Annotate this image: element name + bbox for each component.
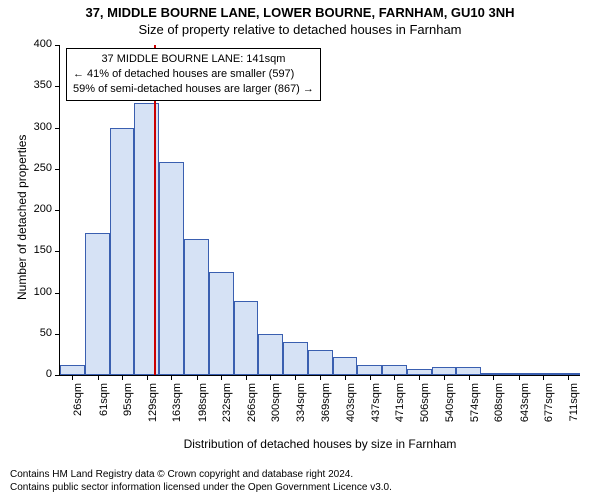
x-tick-label: 300sqm bbox=[270, 383, 282, 443]
x-tick-label: 711sqm bbox=[568, 383, 580, 443]
y-tick-mark bbox=[55, 375, 60, 376]
x-tick-label: 677sqm bbox=[543, 383, 555, 443]
x-tick-mark bbox=[568, 375, 569, 380]
title-main: 37, MIDDLE BOURNE LANE, LOWER BOURNE, FA… bbox=[0, 5, 600, 20]
x-tick-mark bbox=[469, 375, 470, 380]
x-tick-label: 163sqm bbox=[171, 383, 183, 443]
x-tick-label: 26sqm bbox=[72, 383, 84, 443]
x-axis-label: Distribution of detached houses by size … bbox=[60, 437, 580, 451]
x-tick-label: 334sqm bbox=[295, 383, 307, 443]
bar bbox=[60, 365, 85, 375]
bar bbox=[258, 334, 283, 375]
annotation-line-1: 37 MIDDLE BOURNE LANE: 141sqm bbox=[73, 52, 314, 67]
x-tick-mark bbox=[419, 375, 420, 380]
y-tick-label: 400 bbox=[12, 38, 52, 50]
y-tick-mark bbox=[55, 251, 60, 252]
x-tick-label: 574sqm bbox=[469, 383, 481, 443]
x-tick-mark bbox=[270, 375, 271, 380]
y-tick-mark bbox=[55, 334, 60, 335]
x-tick-mark bbox=[444, 375, 445, 380]
plot-area: 05010015020025030035040026sqm61sqm95sqm1… bbox=[60, 45, 580, 375]
footer-line-1: Contains HM Land Registry data © Crown c… bbox=[10, 468, 392, 481]
x-tick-mark bbox=[246, 375, 247, 380]
x-tick-label: 643sqm bbox=[519, 383, 531, 443]
bar bbox=[283, 342, 308, 375]
x-tick-label: 540sqm bbox=[444, 383, 456, 443]
bar bbox=[382, 365, 407, 375]
x-tick-mark bbox=[122, 375, 123, 380]
x-tick-label: 437sqm bbox=[370, 383, 382, 443]
x-tick-mark bbox=[370, 375, 371, 380]
x-tick-label: 129sqm bbox=[147, 383, 159, 443]
x-tick-mark bbox=[295, 375, 296, 380]
annotation-line-2: ← 41% of detached houses are smaller (59… bbox=[73, 67, 314, 82]
chart-container: 37, MIDDLE BOURNE LANE, LOWER BOURNE, FA… bbox=[0, 0, 600, 500]
y-tick-label: 50 bbox=[12, 327, 52, 339]
x-tick-label: 608sqm bbox=[493, 383, 505, 443]
bar bbox=[234, 301, 259, 375]
y-tick-mark bbox=[55, 128, 60, 129]
y-tick-mark bbox=[55, 293, 60, 294]
x-tick-label: 471sqm bbox=[394, 383, 406, 443]
x-tick-label: 266sqm bbox=[246, 383, 258, 443]
y-tick-mark bbox=[55, 45, 60, 46]
y-tick-mark bbox=[55, 169, 60, 170]
x-tick-label: 506sqm bbox=[419, 383, 431, 443]
x-tick-mark bbox=[171, 375, 172, 380]
x-tick-label: 369sqm bbox=[320, 383, 332, 443]
bar bbox=[333, 357, 358, 375]
x-tick-mark bbox=[345, 375, 346, 380]
footer-line-2: Contains public sector information licen… bbox=[10, 481, 392, 494]
x-tick-mark bbox=[72, 375, 73, 380]
x-tick-mark bbox=[519, 375, 520, 380]
bar bbox=[308, 350, 333, 375]
y-tick-label: 0 bbox=[12, 368, 52, 380]
bar bbox=[357, 365, 382, 375]
annotation-line-3: 59% of semi-detached houses are larger (… bbox=[73, 82, 314, 97]
y-axis-label: Number of detached properties bbox=[15, 135, 29, 300]
x-tick-label: 198sqm bbox=[197, 383, 209, 443]
bar bbox=[85, 233, 110, 375]
y-tick-mark bbox=[55, 86, 60, 87]
x-tick-mark bbox=[493, 375, 494, 380]
x-tick-label: 232sqm bbox=[221, 383, 233, 443]
bar bbox=[456, 367, 481, 375]
bar bbox=[159, 162, 184, 375]
x-tick-mark bbox=[98, 375, 99, 380]
bar bbox=[184, 239, 209, 375]
title-sub: Size of property relative to detached ho… bbox=[0, 22, 600, 37]
y-tick-mark bbox=[55, 210, 60, 211]
x-tick-mark bbox=[394, 375, 395, 380]
y-tick-label: 350 bbox=[12, 79, 52, 91]
x-tick-mark bbox=[543, 375, 544, 380]
x-tick-mark bbox=[221, 375, 222, 380]
bar bbox=[209, 272, 234, 375]
bar bbox=[110, 128, 135, 376]
x-tick-mark bbox=[147, 375, 148, 380]
footer: Contains HM Land Registry data © Crown c… bbox=[10, 468, 392, 494]
y-tick-label: 300 bbox=[12, 121, 52, 133]
x-tick-label: 61sqm bbox=[98, 383, 110, 443]
x-tick-mark bbox=[320, 375, 321, 380]
x-tick-label: 403sqm bbox=[345, 383, 357, 443]
bar bbox=[432, 367, 457, 375]
annotation-box: 37 MIDDLE BOURNE LANE: 141sqm← 41% of de… bbox=[66, 48, 321, 101]
x-tick-mark bbox=[197, 375, 198, 380]
x-tick-label: 95sqm bbox=[122, 383, 134, 443]
